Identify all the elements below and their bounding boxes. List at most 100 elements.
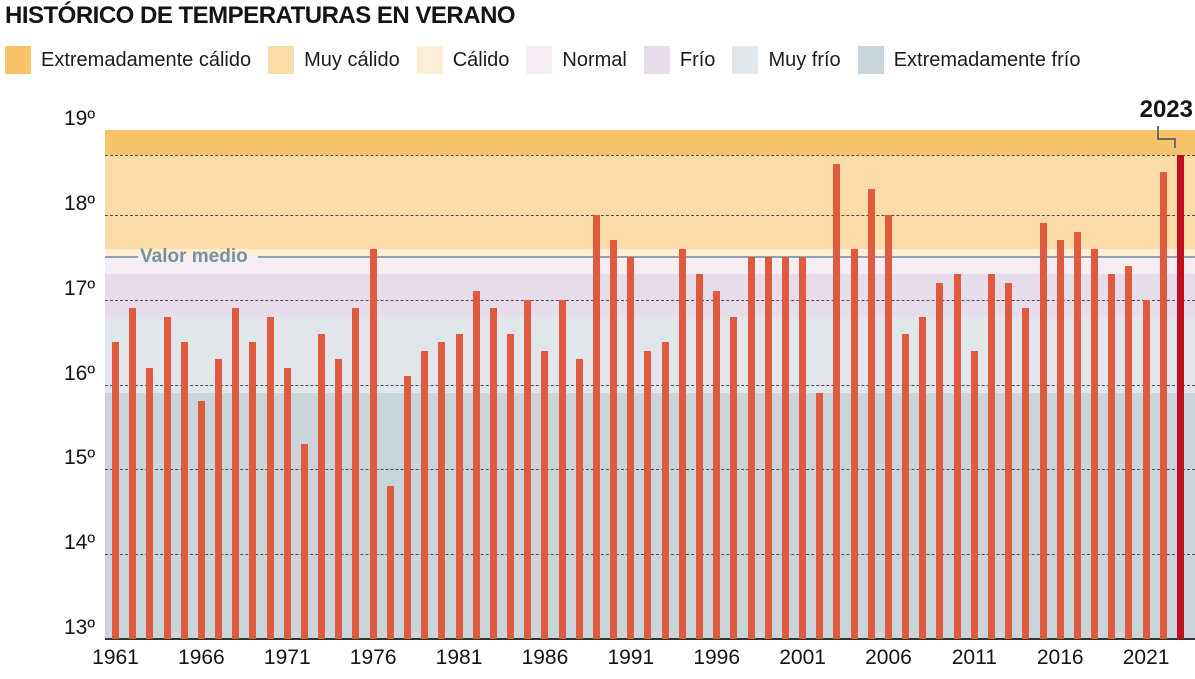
x-axis-label-1996: 1996 bbox=[693, 646, 741, 669]
bar-1996 bbox=[713, 291, 721, 639]
legend-item-calido: Cálido bbox=[416, 46, 510, 74]
x-axis-label-1961: 1961 bbox=[92, 646, 139, 669]
bar-1978 bbox=[404, 376, 411, 639]
bar-2017 bbox=[1073, 231, 1081, 639]
bar-2018 bbox=[1091, 248, 1099, 639]
bar-1992 bbox=[644, 350, 652, 639]
bar-2007 bbox=[902, 333, 910, 639]
legend-swatch-muy-calido bbox=[268, 46, 295, 74]
bar-1972 bbox=[300, 443, 308, 639]
x-axis-label-1971: 1971 bbox=[263, 646, 311, 669]
temp-band-normal bbox=[105, 257, 1195, 275]
x-axis-label-1991: 1991 bbox=[607, 646, 655, 669]
bar-1976 bbox=[369, 248, 377, 639]
legend-swatch-extremadamente-calido bbox=[5, 46, 31, 74]
legend-swatch-extremadamente-frio bbox=[857, 46, 884, 74]
bar-1977 bbox=[386, 486, 394, 639]
bar-1979 bbox=[421, 350, 429, 639]
x-axis-label-1976: 1976 bbox=[349, 646, 397, 669]
gridline-17 bbox=[105, 299, 1195, 301]
bar-1981 bbox=[455, 333, 463, 639]
x-axis-label-1981: 1981 bbox=[435, 646, 483, 669]
bar-1995 bbox=[696, 274, 704, 639]
bar-1982 bbox=[472, 291, 480, 639]
x-axis-label-2011: 2011 bbox=[951, 646, 997, 669]
y-axis-label-14: 14º bbox=[63, 531, 95, 555]
temp-band-extremadamente-calido bbox=[105, 130, 1195, 156]
legend-label: Normal bbox=[562, 48, 627, 71]
bar-1989 bbox=[592, 214, 600, 639]
bar-2003 bbox=[833, 163, 841, 639]
mean-line-right-segment bbox=[258, 256, 1195, 259]
bar-1999 bbox=[764, 257, 772, 639]
bar-1971 bbox=[283, 367, 291, 639]
y-axis-label-18: 18º bbox=[63, 191, 95, 215]
legend-label: Muy cálido bbox=[304, 48, 400, 71]
bar-1966 bbox=[197, 401, 205, 639]
bar-1997 bbox=[730, 316, 738, 639]
bar-1974 bbox=[335, 359, 343, 639]
legend-swatch-normal bbox=[526, 46, 553, 74]
bar-1993 bbox=[661, 342, 669, 639]
x-axis-label-2021: 2021 bbox=[1122, 646, 1170, 669]
bar-2022 bbox=[1159, 172, 1167, 639]
legend-item-normal: Normal bbox=[526, 46, 627, 74]
bar-1967 bbox=[215, 359, 223, 639]
bar-1962 bbox=[129, 308, 137, 639]
bar-2006 bbox=[884, 214, 892, 639]
bar-1991 bbox=[627, 257, 635, 639]
bar-1980 bbox=[438, 342, 446, 639]
bar-2004 bbox=[850, 248, 858, 639]
bar-1994 bbox=[678, 248, 686, 639]
legend-item-extremadamente-frio: Extremadamente frío bbox=[857, 46, 1080, 74]
legend-item-frio: Frío bbox=[643, 46, 715, 74]
legend-label: Extremadamente cálido bbox=[41, 48, 252, 71]
bar-2020 bbox=[1125, 265, 1133, 639]
temp-band-frio bbox=[105, 274, 1195, 317]
bar-2001 bbox=[799, 257, 807, 639]
bar-2010 bbox=[953, 274, 961, 639]
legend-item-muy-frio: Muy frío bbox=[732, 46, 841, 74]
bar-1986 bbox=[541, 350, 549, 639]
bar-1965 bbox=[180, 342, 188, 639]
y-axis-label-15: 15º bbox=[63, 446, 95, 470]
x-axis-label-2001: 2001 bbox=[779, 646, 826, 669]
legend-item-extremadamente-calido: Extremadamente cálido bbox=[5, 46, 251, 74]
bar-1963 bbox=[146, 367, 154, 639]
bar-2013 bbox=[1005, 282, 1013, 639]
bar-2008 bbox=[919, 316, 927, 639]
bar-2021 bbox=[1142, 299, 1150, 639]
legend-swatch-frio bbox=[643, 46, 670, 74]
bar-1961 bbox=[112, 342, 119, 639]
legend-label: Cálido bbox=[452, 48, 510, 71]
annotation-connector bbox=[1157, 126, 1159, 140]
bar-1998 bbox=[747, 257, 755, 639]
bar-1964 bbox=[163, 316, 171, 639]
bar-1970 bbox=[266, 316, 274, 639]
gridline-18.7 bbox=[105, 155, 1195, 157]
bar-1987 bbox=[558, 299, 566, 639]
legend-label: Muy frío bbox=[768, 48, 841, 71]
legend: Extremadamente cálido Muy cálido Cálido Nor… bbox=[5, 46, 1080, 74]
bar-2011 bbox=[970, 350, 978, 639]
y-axis-label-16: 16º bbox=[63, 361, 95, 385]
bar-1990 bbox=[610, 240, 618, 639]
x-axis-label-2006: 2006 bbox=[865, 646, 912, 669]
x-axis-label-2016: 2016 bbox=[1036, 646, 1084, 669]
annotation-connector bbox=[1157, 138, 1176, 140]
mean-line-left-segment bbox=[105, 256, 138, 259]
x-axis-label-1966: 1966 bbox=[178, 646, 225, 669]
annotation-connector bbox=[1174, 138, 1176, 148]
legend-swatch-muy-frio bbox=[732, 46, 759, 74]
bar-2019 bbox=[1108, 274, 1116, 639]
annotation-2023-label: 2023 bbox=[1139, 96, 1193, 123]
bar-2023 bbox=[1176, 155, 1184, 639]
bar-2009 bbox=[936, 282, 944, 639]
x-axis-label-1986: 1986 bbox=[521, 646, 569, 669]
legend-item-muy-calido: Muy cálido bbox=[268, 46, 400, 74]
plot-area: Valor medio bbox=[105, 130, 1195, 640]
temp-band-calido bbox=[105, 248, 1195, 258]
bar-2000 bbox=[781, 257, 789, 639]
bar-2002 bbox=[816, 392, 824, 639]
